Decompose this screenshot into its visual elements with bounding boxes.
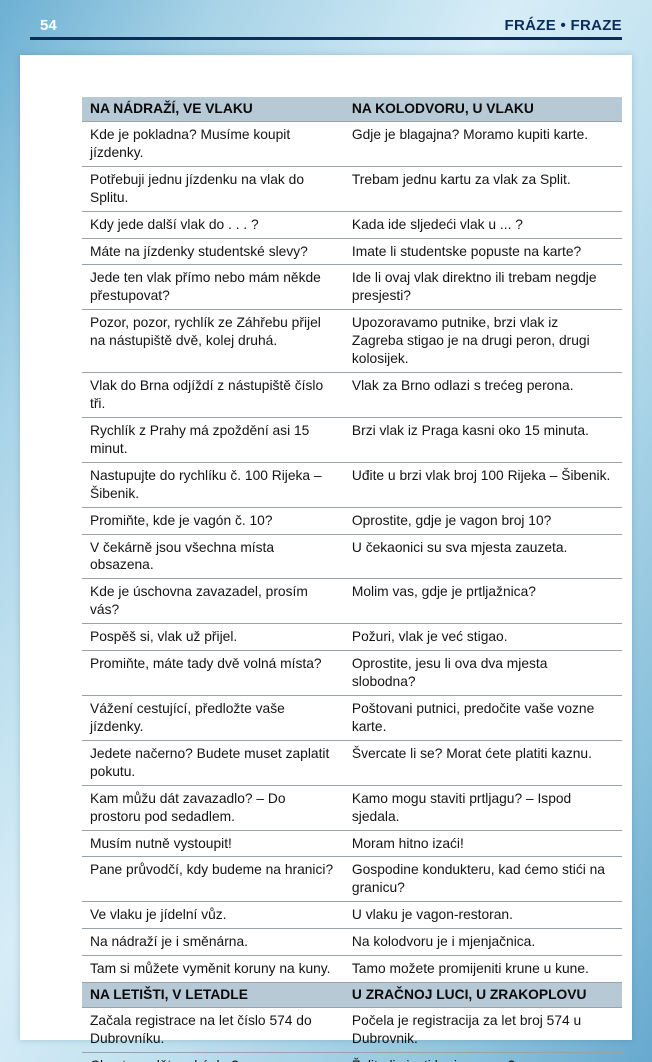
phrase-hr: Imate li studentske popuste na karte? (343, 238, 622, 266)
phrase-cs: Vlak do Brna odjíždí z nástupiště číslo … (82, 372, 344, 418)
phrase-row: Kde je pokladna? Musíme koupit jízdenky.… (82, 121, 622, 167)
phrase-hr: Brzi vlak iz Praga kasni oko 15 minuta. (343, 417, 622, 463)
section-header-row: NA NÁDRAŽÍ, VE VLAKU NA KOLODVORU, U VLAK… (82, 97, 622, 122)
phrase-row: Jede ten vlak přímo nebo mám někde přest… (82, 264, 622, 311)
phrase-row: Musím nutně vystoupit! Moram hitno izaći! (82, 830, 622, 858)
phrase-hr: Kada ide sljedeći vlak u ... ? (343, 211, 622, 239)
phrase-cs: Kdy jede další vlak do . . . ? (82, 211, 344, 239)
phrase-row: Kdy jede další vlak do . . . ? Kada ide s… (82, 211, 622, 239)
phrase-row: Na nádraží je i směnárna. Na kolodvoru je… (82, 928, 622, 957)
phrase-cs: V čekárně jsou všechna místa obsazena. (82, 534, 344, 580)
phrase-row: Nastupujte do rychlíku č. 100 Rijeka – Š… (82, 462, 622, 508)
phrase-row: Promiňte, máte tady dvě volná místa? Opro… (82, 650, 622, 696)
phrase-cs: Vážení cestující, předložte vaše jízdenk… (82, 695, 344, 741)
page-header: FRÁZE • FRAZE (504, 17, 622, 34)
phrase-hr: Upozoravamo putnike, brzi vlak iz Zagreb… (343, 309, 622, 374)
section-header-hr: U ZRAČNOJ LUCI, U ZRAKOPLOVU (343, 982, 622, 1008)
phrase-cs: Potřebuji jednu jízdenku na vlak do Spli… (82, 166, 344, 212)
section-header-hr: NA KOLODVORU, U VLAKU (343, 97, 622, 122)
phrase-hr: Vlak za Brno odlazi s trećeg perona. (343, 372, 622, 418)
phrase-cs: Musím nutně vystoupit! (82, 830, 344, 858)
page-sheet: NA NÁDRAŽÍ, VE VLAKU NA KOLODVORU, U VLAK… (20, 55, 632, 1062)
phrase-row: Jedete načerno? Budete muset zaplatit po… (82, 740, 622, 786)
phrase-cs: Promiňte, kde je vagón č. 10? (82, 507, 344, 535)
phrase-table-body: NA NÁDRAŽÍ, VE VLAKU NA KOLODVORU, U VLAK… (82, 97, 622, 1062)
phrase-row: Vlak do Brna odjíždí z nástupiště číslo … (82, 372, 622, 418)
phrase-row: Chcete sedět u okénka?Želite li sjesti k… (82, 1052, 622, 1062)
phrase-hr: Ide li ovaj vlak direktno ili trebam neg… (343, 264, 622, 311)
phrase-cs: Na nádraží je i směnárna. (82, 928, 344, 957)
phrase-hr: Uđite u brzi vlak broj 100 Rijeka – Šibe… (343, 462, 622, 508)
page-number: 54 (40, 17, 57, 34)
phrase-cs: Jedete načerno? Budete muset zaplatit po… (82, 740, 344, 786)
phrase-hr: Molim vas, gdje je prtljažnica? (343, 578, 622, 625)
phrase-cs: Chcete sedět u okénka? (82, 1052, 344, 1062)
phrase-cs: Promiňte, máte tady dvě volná místa? (82, 650, 344, 696)
phrase-hr: Gospodine kondukteru, kad ćemo stići na … (343, 856, 622, 903)
phrase-row: Pozor, pozor, rychlík ze Záhřebu přijel … (82, 309, 622, 374)
phrase-cs: Pane průvodčí, kdy budeme na hranici? (82, 856, 344, 903)
phrase-cs: Začala registrace na let číslo 574 do Du… (82, 1007, 344, 1053)
section-header-cs: NA LETIŠTI, V LETADLE (82, 982, 344, 1008)
phrase-hr: Oprostite, jesu li ova dva mjesta slobod… (343, 650, 622, 696)
phrase-row: Pane průvodčí, kdy budeme na hranici? Gos… (82, 856, 622, 903)
phrase-cs: Kde je pokladna? Musíme koupit jízdenky. (82, 121, 344, 167)
phrase-hr: Švercate li se? Morat ćete platiti kaznu… (343, 740, 622, 786)
phrase-cs: Kam můžu dát zavazadlo? – Do prostoru po… (82, 785, 344, 831)
phrase-table: NA NÁDRAŽÍ, VE VLAKU NA KOLODVORU, U VLAK… (82, 97, 622, 1062)
phrase-hr: Počela je registracija za let broj 574 u… (343, 1007, 622, 1053)
phrase-cs: Kde je úschovna zavazadel, prosím vás? (82, 578, 344, 625)
phrase-hr: Gdje je blagajna? Moramo kupiti karte. (343, 121, 622, 167)
phrase-cs: Pospěš si, vlak už přijel. (82, 623, 344, 652)
phrase-hr: Želite li sjesti kraj prozora? (343, 1052, 622, 1062)
header-rule (30, 37, 622, 40)
phrase-hr: Poštovani putnici, predočite vaše vozne … (343, 695, 622, 741)
phrase-hr: U čekaonici su sva mjesta zauzeta. (343, 534, 622, 580)
phrase-cs: Tam si můžete vyměnit koruny na kuny. (82, 955, 344, 984)
phrase-row: V čekárně jsou všechna místa obsazena. U … (82, 534, 622, 580)
phrase-hr: Požuri, vlak je već stigao. (343, 623, 622, 652)
section-header-cs: NA NÁDRAŽÍ, VE VLAKU (82, 97, 344, 122)
phrase-row: Potřebuji jednu jízdenku na vlak do Spli… (82, 166, 622, 212)
top-bar: 54 FRÁZE • FRAZE (0, 0, 652, 34)
phrase-hr: Trebam jednu kartu za vlak za Split. (343, 166, 622, 212)
phrase-row: Vážení cestující, předložte vaše jízdenk… (82, 695, 622, 741)
phrase-row: Pospěš si, vlak už přijel. Požuri, vlak j… (82, 623, 622, 652)
phrase-row: Kde je úschovna zavazadel, prosím vás? Mo… (82, 578, 622, 625)
phrase-row: Rychlík z Prahy má zpoždění asi 15 minut… (82, 417, 622, 463)
phrase-hr: Moram hitno izaći! (343, 830, 622, 858)
phrase-row: Začala registrace na let číslo 574 do Du… (82, 1007, 622, 1053)
phrase-row: Tam si můžete vyměnit koruny na kuny. Tam… (82, 955, 622, 984)
phrase-row: Máte na jízdenky studentské slevy? Imate … (82, 238, 622, 266)
phrase-hr: Na kolodvoru je i mjenjačnica. (343, 928, 622, 957)
phrase-hr: Oprostite, gdje je vagon broj 10? (343, 507, 622, 535)
phrase-hr: Tamo možete promijeniti krune u kune. (343, 955, 622, 984)
phrase-hr: Kamo mogu staviti prtljagu? – Ispod sjed… (343, 785, 622, 831)
phrase-cs: Jede ten vlak přímo nebo mám někde přest… (82, 264, 344, 311)
phrase-cs: Nastupujte do rychlíku č. 100 Rijeka – Š… (82, 462, 344, 508)
section-header-row: NA LETIŠTI, V LETADLE U ZRAČNOJ LUCI, U Z… (82, 982, 622, 1008)
phrase-cs: Pozor, pozor, rychlík ze Záhřebu přijel … (82, 309, 344, 374)
phrase-cs: Rychlík z Prahy má zpoždění asi 15 minut… (82, 417, 344, 463)
phrase-cs: Máte na jízdenky studentské slevy? (82, 238, 344, 266)
phrase-cs: Ve vlaku je jídelní vůz. (82, 901, 344, 930)
phrase-row: Ve vlaku je jídelní vůz. U vlaku je vagon… (82, 901, 622, 930)
phrase-row: Promiňte, kde je vagón č. 10? Oprostite, … (82, 507, 622, 535)
phrase-hr: U vlaku je vagon-restoran. (343, 901, 622, 930)
phrase-row: Kam můžu dát zavazadlo? – Do prostoru po… (82, 785, 622, 831)
